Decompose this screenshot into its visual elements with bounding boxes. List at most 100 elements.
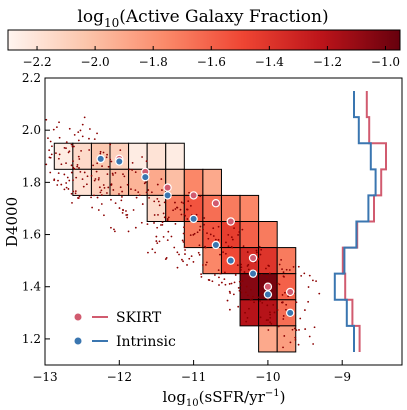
scatter-point [110,160,113,163]
scatter-point [130,188,132,191]
scatter-point [270,322,273,325]
scatter-point [146,223,149,226]
scatter-point [233,281,236,284]
scatter-point [269,313,272,316]
marker-skirt [163,183,172,192]
scatter-point [269,316,272,319]
scatter-point [74,192,77,195]
scatter-point [308,335,311,338]
scatter-point [308,274,311,277]
scatter-point [166,219,169,222]
scatter-point [127,230,130,233]
scatter-point [281,294,284,296]
scatter-point [56,184,59,186]
scatter-point [276,282,279,285]
marker-skirt [285,287,295,297]
scatter-point [207,237,210,240]
x-tick-label: −11 [181,370,206,384]
scatter-point [93,179,96,182]
scatter-point [172,209,174,212]
scatter-point [195,213,198,216]
scatter-point [203,223,205,226]
scatter-point [132,209,135,211]
scatter-point [186,218,189,220]
scatter-point [244,291,247,294]
scatter-point [229,292,232,294]
scatter-point [261,301,264,304]
scatter-point [281,268,283,271]
scatter-point [227,234,230,236]
scatter-point [266,276,268,278]
scatter-point [58,121,60,124]
scatter-point [126,183,129,186]
scatter-point [131,161,134,164]
scatter-point [50,153,53,156]
scatter-point [237,305,240,308]
scatter-point [167,230,170,233]
colorbar-ticks: −2.2 −2.0 −1.8 −1.6 −1.4 −1.2 −1.0 [22,46,400,69]
scatter-point [198,244,201,247]
scatter-point [238,231,241,233]
scatter-point [65,162,67,165]
scatter-point [182,260,184,263]
scatter-point [58,136,61,139]
scatter-point [78,158,81,160]
scatter-point [179,208,182,211]
heatmap-cell [202,194,222,222]
scatter-point [77,155,80,158]
scatter-point [267,329,270,331]
scatter-point [259,253,262,256]
scatter-point [125,214,128,216]
scatter-point [83,171,86,174]
scatter-point [73,134,76,136]
scatter-point [232,293,235,296]
scatter-point [181,239,184,242]
scatter-point [297,265,300,268]
scatter-point [85,183,88,186]
scatter-point [121,190,124,193]
scatter-point [118,193,120,195]
scatter-point [265,319,268,322]
heatmap-cell [258,221,278,249]
scatter-point [78,195,81,198]
scatter-point [238,289,241,292]
y-tick-label: 2.2 [22,71,41,85]
scatter-point [283,335,286,337]
scatter-point [158,204,161,207]
scatter-point [198,253,201,256]
scatter-point [88,149,91,151]
scatter-point [228,308,231,311]
scatter-point [225,241,227,244]
scatter-point [112,174,114,176]
scatter-point [204,246,207,249]
scatter-point [182,202,185,205]
scatter-point [154,251,157,254]
scatter-point [212,227,215,230]
scatter-point [258,245,261,248]
scatter-point [72,160,74,163]
scatter-point [91,206,94,209]
scatter-point [299,317,302,320]
scatter-point [134,189,137,192]
scatter-point [294,336,297,339]
scatter-point [122,208,124,211]
scatter-point [230,282,233,285]
scatter-point [96,196,99,199]
scatter-point [119,149,122,152]
scatter-point [123,175,126,178]
scatter-point [312,343,315,345]
scatter-point [189,204,192,207]
scatter-point [295,329,298,332]
scatter-point [241,280,244,282]
scatter-point [184,214,187,217]
marker-skirt [189,191,198,200]
scatter-point [182,241,185,243]
scatter-point [285,303,288,306]
heatmap-cell [239,273,260,301]
scatter-point [82,185,85,188]
scatter-point [137,191,140,194]
scatter-point [90,196,92,199]
scatter-point [121,211,124,214]
scatter-point [217,269,220,272]
scatter-point [65,182,68,184]
